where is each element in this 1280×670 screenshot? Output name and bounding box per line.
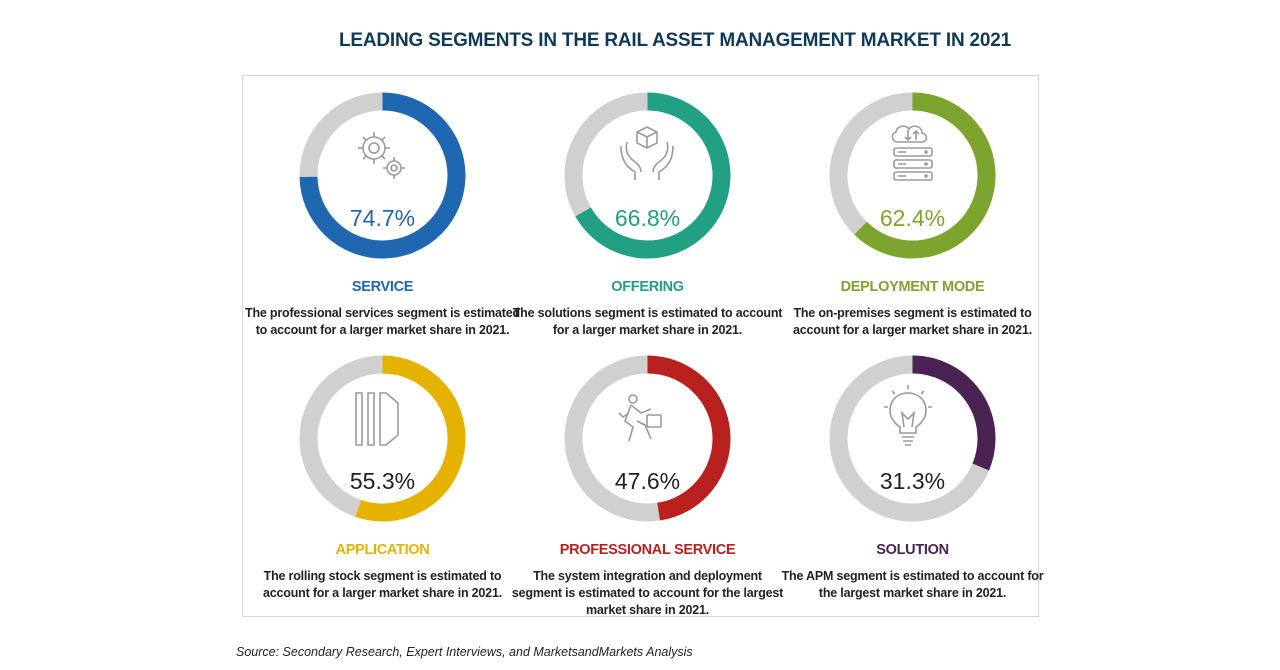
hands-box-icon [607, 118, 687, 188]
chart-title: LEADING SEGMENTS IN THE RAIL ASSET MANAG… [338, 30, 1012, 51]
cloud-server-icon [872, 118, 952, 188]
donut-category-label: OFFERING [611, 279, 684, 295]
donut-description: The professional services segment is est… [245, 306, 520, 337]
donut-category-label: DEPLOYMENT MODE [840, 279, 985, 295]
donut-category-label: APPLICATION [335, 542, 430, 558]
lightbulb-icon [872, 381, 952, 451]
donut-card: 62.4% DEPLOYMENT MODE The on-premises segm… [775, 77, 1045, 347]
donut-category-label: PROFESSIONAL SERVICE [559, 542, 736, 558]
donut-card: 55.3% APPLICATION The rolling stock segmen… [245, 340, 515, 610]
donut-chart [564, 355, 731, 522]
donut-remainder-arc [829, 92, 913, 235]
donut-description: The rolling stock segment is estimated t… [263, 569, 502, 600]
donut-remainder-arc [564, 92, 648, 217]
donut-card: 66.8% OFFERING The solutions segment is es… [510, 77, 782, 347]
chart-frame [242, 75, 1039, 617]
donut-remainder-arc [299, 92, 383, 178]
donut-value-arc [355, 355, 466, 522]
donut-card: 31.3% SOLUTION The APM segment is estimate… [775, 340, 1045, 610]
donut-value-arc [575, 92, 731, 259]
donut-value-label: 47.6% [614, 468, 681, 494]
donut-value-arc [912, 355, 996, 471]
gears-icon [342, 118, 422, 188]
donut-card: 47.6% PROFESSIONAL SERVICE The system inte… [510, 340, 783, 617]
donut-value-label: 66.8% [614, 205, 681, 231]
donut-card: 74.7% SERVICE The professional services se… [245, 77, 520, 347]
donut-description: The APM segment is estimated to account … [781, 569, 1044, 600]
donut-remainder-arc [829, 355, 990, 522]
donut-value-label: 74.7% [349, 205, 416, 231]
donut-value-arc [299, 92, 466, 259]
donut-chart [299, 355, 466, 522]
donut-description: The system integration and deployment se… [511, 569, 784, 617]
worker-icon [607, 381, 687, 451]
donut-chart [829, 355, 996, 522]
donut-value-label: 62.4% [879, 205, 946, 231]
donut-description: The solutions segment is estimated to ac… [512, 306, 783, 337]
donut-category-label: SOLUTION [876, 542, 949, 558]
donut-chart [299, 92, 466, 259]
donut-value-label: 31.3% [879, 468, 946, 494]
source-note: Source: Secondary Research, Expert Inter… [236, 645, 693, 659]
donut-category-label: SERVICE [351, 279, 414, 295]
donut-remainder-arc [299, 355, 383, 517]
donut-description: The on-premises segment is estimated to … [793, 306, 1032, 337]
rolling-stock-icon [342, 381, 422, 451]
donut-remainder-arc [564, 355, 660, 522]
donut-chart [564, 92, 731, 259]
donut-value-label: 55.3% [349, 468, 416, 494]
donut-chart [829, 92, 996, 259]
donut-value-arc [647, 355, 731, 521]
donut-value-arc [854, 92, 996, 259]
